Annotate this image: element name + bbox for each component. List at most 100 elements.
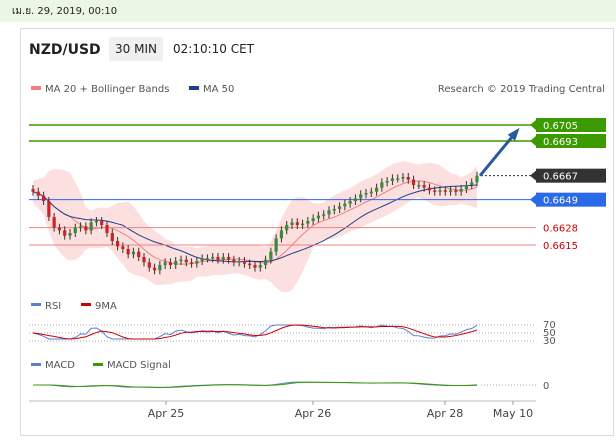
candle-body: [295, 222, 299, 225]
price-levels: [29, 124, 536, 246]
price-level-pointer-0: [530, 120, 536, 130]
candle-body: [454, 190, 458, 192]
rsi-ma-line: [32, 324, 478, 340]
price-level-box-0: [536, 118, 606, 132]
candle-body: [332, 209, 336, 211]
candle-body: [232, 259, 236, 263]
price-level-box-2: [536, 168, 606, 183]
candle-body: [63, 230, 67, 236]
candle-body: [163, 262, 167, 265]
candle-body: [36, 191, 40, 196]
bollinger-band-area: [33, 161, 477, 293]
ma50-legend-swatch: [189, 86, 199, 90]
rsi-level-70: 70: [543, 320, 556, 331]
candle-body: [300, 223, 305, 226]
date-text: เม.ย. 29, 2019, 00:10: [12, 6, 118, 17]
date-bar: เม.ย. 29, 2019, 00:10: [0, 0, 616, 22]
candle-body: [174, 261, 178, 265]
candle-body: [179, 259, 183, 262]
price-level-label-2: 0.6667: [543, 172, 578, 183]
macd-panel: [33, 381, 536, 389]
candle-body: [311, 218, 315, 221]
candle-body: [131, 251, 136, 255]
candle-body: [306, 221, 310, 224]
candle-body: [422, 185, 426, 188]
price-level-label-0: 0.6705: [543, 121, 578, 132]
candle-body: [184, 259, 188, 263]
x-tick-label-2: Apr 28: [427, 407, 464, 420]
rsi-ma-legend-label: 9MA: [95, 301, 117, 312]
price-level-label-3: 0.6649: [543, 196, 578, 207]
candle-body: [31, 189, 35, 192]
price-level-box-1: [536, 134, 606, 148]
candle-body: [401, 177, 405, 179]
x-tick-label-3: May 10: [493, 407, 533, 420]
candle-body: [316, 215, 321, 219]
price-level-labels: 0.6705 0.6693 0.6667 0.6649 0.6628 0.6615: [530, 118, 606, 252]
x-tick-label-0: Apr 25: [148, 407, 185, 420]
candle-body: [364, 193, 368, 195]
candle-body: [396, 178, 400, 180]
ma20-legend-swatch: [31, 86, 41, 90]
rsi-line: [32, 324, 478, 340]
bollinger-bands: [32, 161, 478, 293]
x-ticks: Apr 25 Apr 26 Apr 28 May 10: [148, 401, 533, 420]
candle-body: [290, 222, 294, 225]
candle-body: [57, 227, 62, 231]
candle-body: [374, 187, 379, 192]
candle-body: [438, 190, 442, 192]
candle-body: [464, 185, 469, 189]
candle-body: [369, 191, 373, 194]
candle-body: [41, 195, 46, 201]
macd-zero-level: 0: [543, 381, 549, 392]
ma50-legend-label: MA 50: [203, 84, 234, 95]
candle-body: [147, 262, 151, 268]
candle-body: [152, 267, 157, 271]
candle-body: [443, 190, 447, 192]
candle-body: [322, 214, 326, 216]
candle-body: [337, 206, 342, 209]
candle-body: [475, 175, 479, 183]
candle-body: [142, 257, 146, 263]
credit-text: Research © 2019 Trading Central: [438, 84, 605, 95]
timeframe-badge[interactable]: 30 MIN: [109, 37, 163, 61]
rsi-legend-label: RSI: [45, 301, 61, 312]
price-level-pointer-3: [530, 194, 536, 205]
candle-body: [68, 233, 72, 236]
candle-body: [211, 257, 215, 259]
server-time: 02:10:10 CET: [173, 42, 254, 56]
candle-body: [78, 226, 83, 228]
candle-body: [427, 187, 432, 191]
forecast-arrow-shaft: [478, 130, 519, 177]
candle-body: [274, 238, 278, 252]
candle-body: [126, 249, 130, 255]
candle-body: [100, 221, 104, 225]
price-chart: MA 20 + Bollinger Bands MA 50 Research ©…: [29, 84, 606, 420]
candle-body: [221, 257, 225, 260]
x-tick-label-1: Apr 26: [295, 407, 332, 420]
candle-body: [390, 178, 395, 181]
macd-signal-legend-label: MACD Signal: [107, 360, 171, 371]
rsi-level-30: 30: [543, 336, 556, 347]
chart-header: NZD/USD 30 MIN 02:10:10 CET: [21, 29, 613, 73]
price-level-box-3: [536, 192, 606, 207]
rsi-level-50: 50: [543, 328, 556, 339]
candle-body: [94, 221, 99, 223]
candle-body: [73, 227, 77, 233]
candle-body: [285, 225, 289, 231]
candle-body: [200, 258, 204, 261]
candle-body: [84, 226, 88, 231]
candle-body: [433, 190, 437, 192]
candle-body: [216, 257, 220, 260]
price-level-pointer-2: [530, 170, 536, 181]
macd-signal-line: [33, 381, 478, 388]
chart-card: NZD/USD 30 MIN 02:10:10 CET MA 20 + Boll…: [20, 28, 614, 436]
price-level-label-1: 0.6693: [543, 137, 578, 148]
ma20-legend-label: MA 20 + Bollinger Bands: [45, 84, 169, 95]
candle-body: [121, 246, 125, 249]
rsi-ma-legend-swatch: [81, 303, 91, 306]
candle-body: [105, 225, 109, 233]
candle-body: [406, 177, 410, 180]
candle-body: [242, 261, 247, 264]
candle-body: [110, 233, 114, 241]
